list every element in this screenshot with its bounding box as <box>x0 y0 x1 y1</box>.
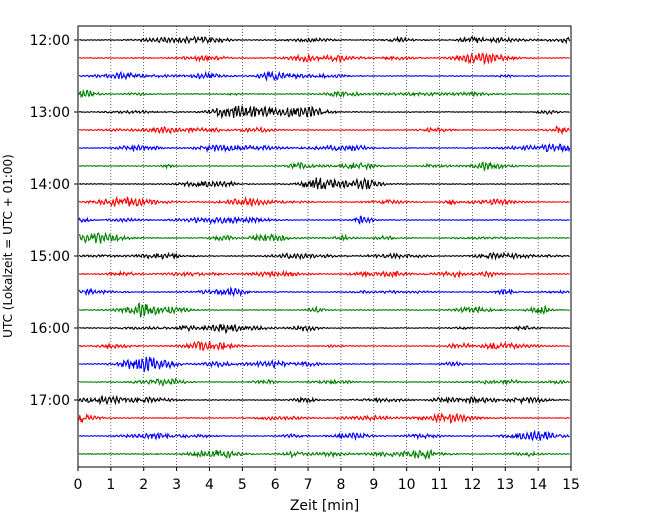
trace-1645 <box>78 377 571 387</box>
plot-frame <box>77 25 572 468</box>
x-axis-ticks: 0 1 2 3 4 5 6 7 8 9 10 11 12 13 14 15 <box>74 467 580 493</box>
x-tick-label: 12 <box>463 477 481 493</box>
x-tick-label: 8 <box>336 477 345 493</box>
trace-1600 <box>78 323 570 335</box>
y-tick-label: 13:00 <box>30 105 70 121</box>
trace-1400 <box>78 176 570 190</box>
trace-1200 <box>78 35 571 45</box>
trace-1230 <box>78 70 570 82</box>
x-tick-label: 13 <box>496 477 514 493</box>
y-tick-label: 12:00 <box>30 33 70 49</box>
x-tick-label: 15 <box>562 477 580 493</box>
x-axis-label: Zeit [min] <box>290 498 359 514</box>
trace-1615 <box>78 340 570 351</box>
x-tick-label: 4 <box>205 477 214 493</box>
trace-1500 <box>78 251 570 261</box>
y-axis-label: UTC (Lokalzeit = UTC + 01:00) <box>1 154 15 338</box>
y-tick-label: 16:00 <box>30 321 70 337</box>
x-tick-label: 5 <box>238 477 247 493</box>
trace-1745 <box>78 448 570 460</box>
trace-1330 <box>78 142 571 154</box>
x-tick-label: 7 <box>304 477 313 493</box>
x-tick-label: 10 <box>398 477 416 493</box>
trace-1630 <box>78 356 570 373</box>
y-axis-ticks: 12:00 13:00 14:00 15:00 16:00 17:00 <box>30 33 78 409</box>
x-tick-label: 14 <box>529 477 547 493</box>
trace-1545 <box>78 301 570 318</box>
trace-1415 <box>78 195 570 208</box>
trace-1730 <box>78 429 570 442</box>
x-tick-label: 11 <box>431 477 449 493</box>
trace-1515 <box>78 269 570 279</box>
x-tick-label: 1 <box>106 477 115 493</box>
x-tick-label: 9 <box>369 477 378 493</box>
trace-1530 <box>78 286 570 298</box>
x-tick-label: 0 <box>74 477 83 493</box>
trace-1445 <box>78 231 570 244</box>
trace-1345 <box>78 161 570 172</box>
y-tick-label: 17:00 <box>30 393 70 409</box>
trace-1215 <box>78 52 570 66</box>
y-tick-label: 15:00 <box>30 249 70 265</box>
trace-1700 <box>78 394 570 406</box>
x-tick-label: 6 <box>271 477 280 493</box>
trace-1245 <box>78 88 570 99</box>
trace-1300 <box>78 104 570 120</box>
trace-1315 <box>78 125 571 136</box>
trace-lines <box>78 35 571 460</box>
y-tick-label: 14:00 <box>30 177 70 193</box>
trace-1430 <box>78 215 570 226</box>
trace-1715 <box>78 412 570 424</box>
x-tick-label: 3 <box>172 477 181 493</box>
x-tick-label: 2 <box>139 477 148 493</box>
